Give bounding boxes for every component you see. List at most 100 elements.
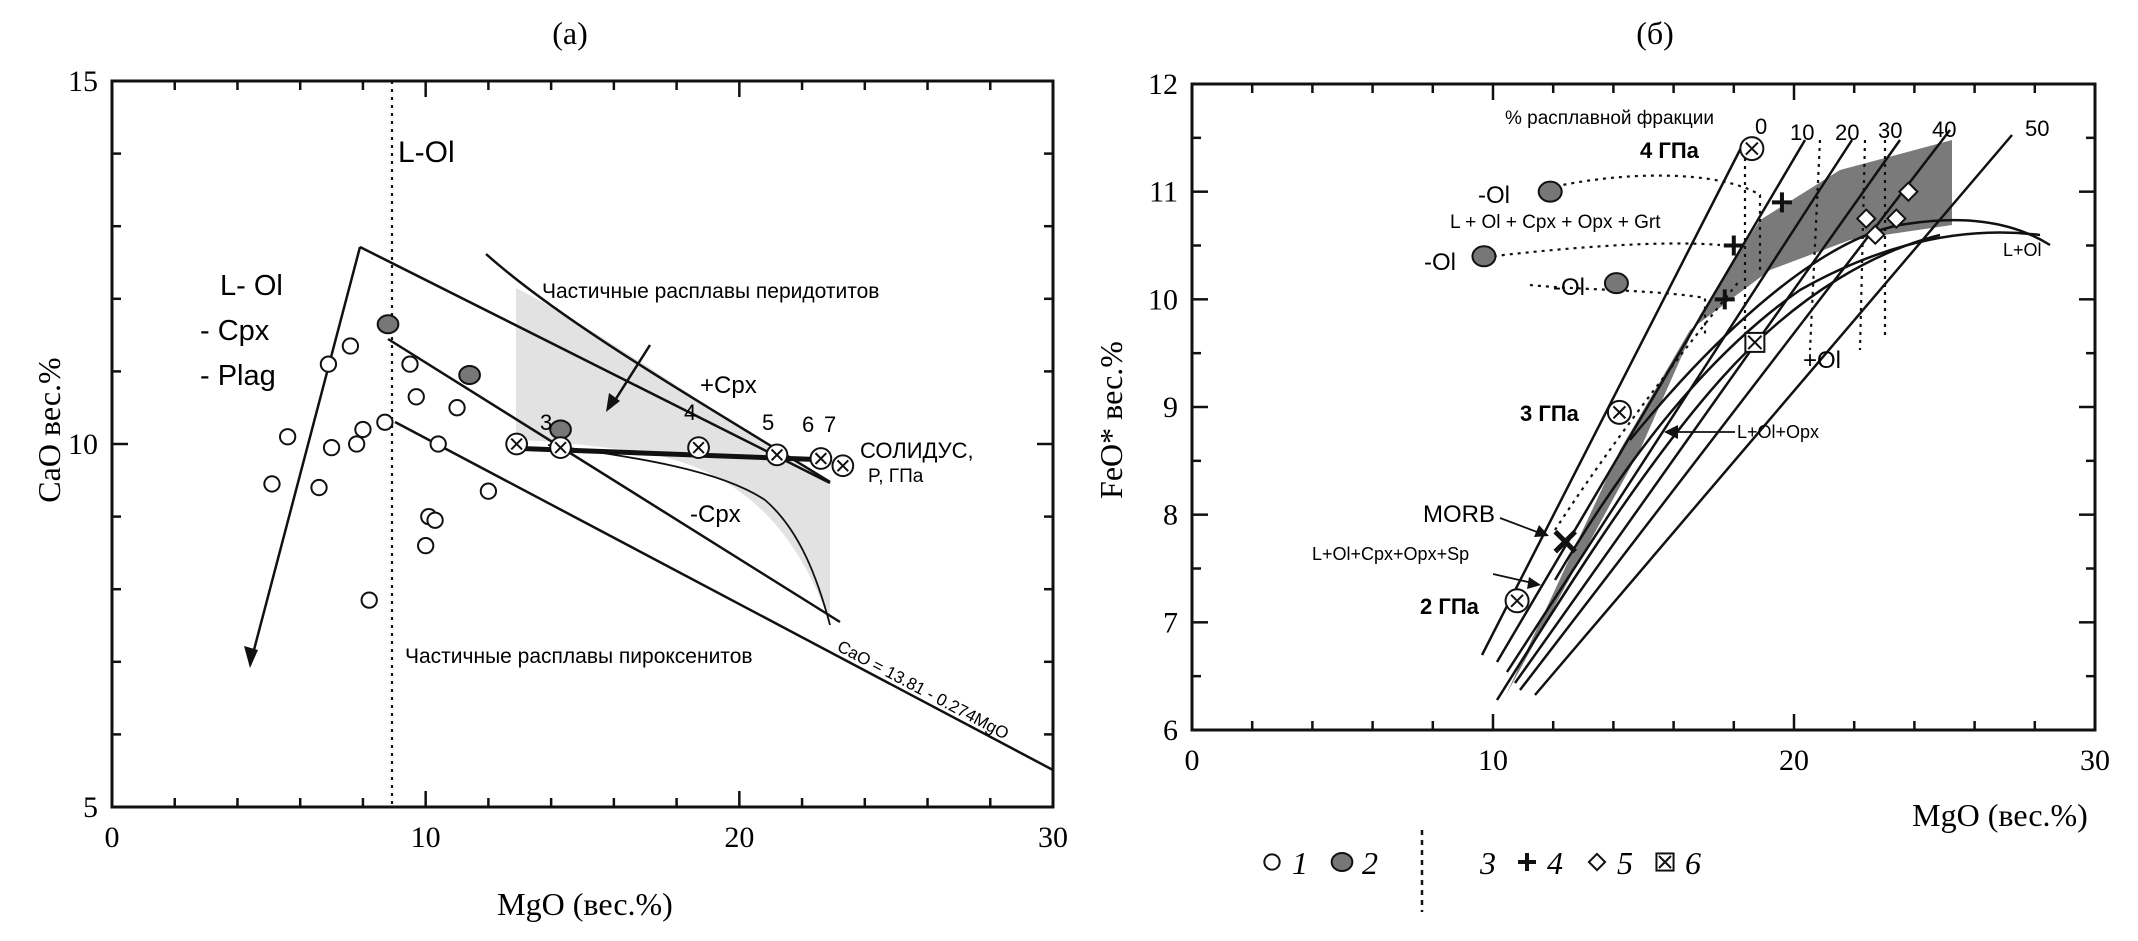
l-ol-label: L-Ol <box>398 136 455 169</box>
data-point-crossed-circle-2 <box>549 436 572 459</box>
l-ol-cpx-plag-label-1: L- Ol <box>220 270 283 302</box>
plot-area-b <box>1190 82 2097 732</box>
data-point-crossed-circle-4 <box>765 443 789 467</box>
y-tick-label: 7 <box>1163 606 1178 639</box>
melt-line-10 <box>1495 139 1807 663</box>
legend-marker-diamond <box>1587 852 1607 872</box>
pyroxenite-melts-label: Частичные расплавы пироксенитов <box>405 645 753 668</box>
melt-fraction-label: % расплавной фракции <box>1505 108 1714 129</box>
l-ol-cpx-plag-label-3: - Plag <box>200 360 276 392</box>
data-point-open-circle-11 <box>401 355 419 373</box>
plus-cpx-label: +Cpx <box>700 372 757 399</box>
minus-ol-label-1: -Ol <box>1478 182 1510 209</box>
melt-line-40 <box>1519 129 1951 691</box>
equation-label: CaO = 13.81 - 0.274MgO <box>834 637 1012 744</box>
legend-label-2: 2 <box>1362 845 1378 881</box>
x-axis-label-b: MgO (вес.%) <box>1912 797 2088 833</box>
solidus-label-1: СОЛИДУС, <box>860 438 974 463</box>
line-l-ol-cpx-plag <box>248 246 362 666</box>
y-tick-label: 6 <box>1163 714 1178 747</box>
data-point-crossed-circle-5 <box>809 447 833 470</box>
data-point-open-circle-13 <box>417 536 435 555</box>
pressure-4gpa-label: 4 ГПа <box>1640 138 1700 163</box>
panel-a-title: (a) <box>552 15 588 51</box>
y-tick-label: 8 <box>1163 499 1178 532</box>
x-tick-label: 20 <box>1779 744 1809 777</box>
chart-panel-a: (a) 0 10 20 30 5 10 15 L-Ol L- Ol - Cpx - Plag… <box>31 15 1068 922</box>
data-point-diamond-1 <box>1855 208 1877 229</box>
ol-trend-2 <box>1477 242 1721 260</box>
x-tick-label: 0 <box>105 821 120 854</box>
x-tick-label: 0 <box>1185 744 1200 777</box>
data-point-boxed-x-1 <box>1744 331 1766 353</box>
data-point-open-circle-18 <box>479 482 498 500</box>
data-point-filled-circle-2 <box>1471 245 1497 268</box>
l-ol-curve-outer <box>1553 231 2041 581</box>
data-point-crossed-circle-2 <box>1606 399 1632 425</box>
legend-marker-boxed-x <box>1655 852 1675 872</box>
solidus-label-2: P, ГПа <box>868 466 924 487</box>
minus-ol-label-3: -Ol <box>1553 274 1585 301</box>
pressure-3gpa-label: 3 ГПа <box>1520 401 1580 426</box>
l-ol-opx-label: L+Ol+Opx <box>1737 422 1819 442</box>
peridotite-label-arrowhead <box>606 393 620 412</box>
data-point-open-circle-10 <box>376 413 394 431</box>
data-point-filled-circle-2 <box>458 365 481 386</box>
data-point-filled-circle-1 <box>1537 180 1563 203</box>
data-point-open-circle-2 <box>279 428 297 446</box>
peridotite-melts-label: Частичные расплавы перидотитов <box>542 280 879 303</box>
data-point-bold-x-1 <box>1553 529 1578 554</box>
line-upper-envelope <box>359 245 831 485</box>
data-point-diamond-4 <box>1897 181 1919 203</box>
data-point-open-circle-5 <box>322 438 341 457</box>
y-tick-label: 9 <box>1163 391 1178 424</box>
pressure-label-7: 7 <box>824 412 836 437</box>
data-point-open-circle-12 <box>407 388 425 406</box>
data-point-open-circle-3 <box>310 478 328 497</box>
minus-ol-label-2: -Ol <box>1424 249 1456 276</box>
pressure-2gpa-label: 2 ГПа <box>1420 594 1480 619</box>
melt-line-0 <box>1480 139 1747 656</box>
l-ol-opx-arrowhead <box>1664 425 1678 439</box>
y-axis-label-a: CaO вес.% <box>31 357 67 502</box>
cpx-out-curve <box>547 444 831 626</box>
data-point-crossed-circle-3 <box>1504 588 1530 614</box>
pressure-label-4: 4 <box>684 400 696 425</box>
legend-label-5: 5 <box>1617 845 1633 881</box>
data-point-open-circle-17 <box>448 399 466 417</box>
y-tick-label: 12 <box>1148 68 1178 101</box>
legend-label-6: 6 <box>1685 845 1701 881</box>
legend-marker-open-circle <box>1263 853 1281 871</box>
y-tick-label: 5 <box>83 791 98 824</box>
data-point-plus-2 <box>1723 235 1744 256</box>
line-lower-boundary <box>387 337 841 624</box>
l-ol-curve-lower <box>1495 233 1941 701</box>
data-point-filled-circle-3 <box>549 419 572 440</box>
data-point-diamond-2 <box>1864 224 1886 246</box>
morb-arrowhead <box>1534 525 1549 537</box>
data-point-plus-3 <box>1714 289 1735 310</box>
data-point-crossed-circle-1 <box>1739 136 1765 162</box>
l-ol-cpx-plag-arrow <box>244 646 258 668</box>
sp-assemblage-label: L+Ol+Cpx+Opx+Sp <box>1312 544 1469 564</box>
melt-line-50 <box>1534 134 2013 696</box>
pressure-label-6: 6 <box>802 412 814 437</box>
data-point-open-circle-8 <box>354 420 372 439</box>
data-point-plus-1 <box>1771 192 1792 213</box>
legend-label-3: 3 <box>1479 845 1496 881</box>
x-tick-label: 10 <box>411 821 441 854</box>
y-axis-label-b: FeO* вес.% <box>1093 341 1129 499</box>
plus-ol-label: +Ol <box>1803 347 1841 374</box>
y-tick-label: 10 <box>1148 283 1178 316</box>
legend-marker-plus <box>1518 853 1536 871</box>
data-point-open-circle-4 <box>319 355 338 373</box>
legend: 1 2 3 4 5 6 <box>1263 830 1701 912</box>
pressure-label-5: 5 <box>762 410 774 435</box>
data-point-open-circle-16 <box>429 435 447 453</box>
x-tick-label: 30 <box>1038 821 1068 854</box>
peridotite-label-arrow <box>610 344 652 406</box>
l-ol-cpx-plag-label-2: - Cpx <box>200 315 270 347</box>
data-point-filled-circle-3 <box>1603 272 1629 295</box>
melt-isopleth-20 <box>1858 139 1867 351</box>
y-tick-label: 10 <box>68 428 98 461</box>
